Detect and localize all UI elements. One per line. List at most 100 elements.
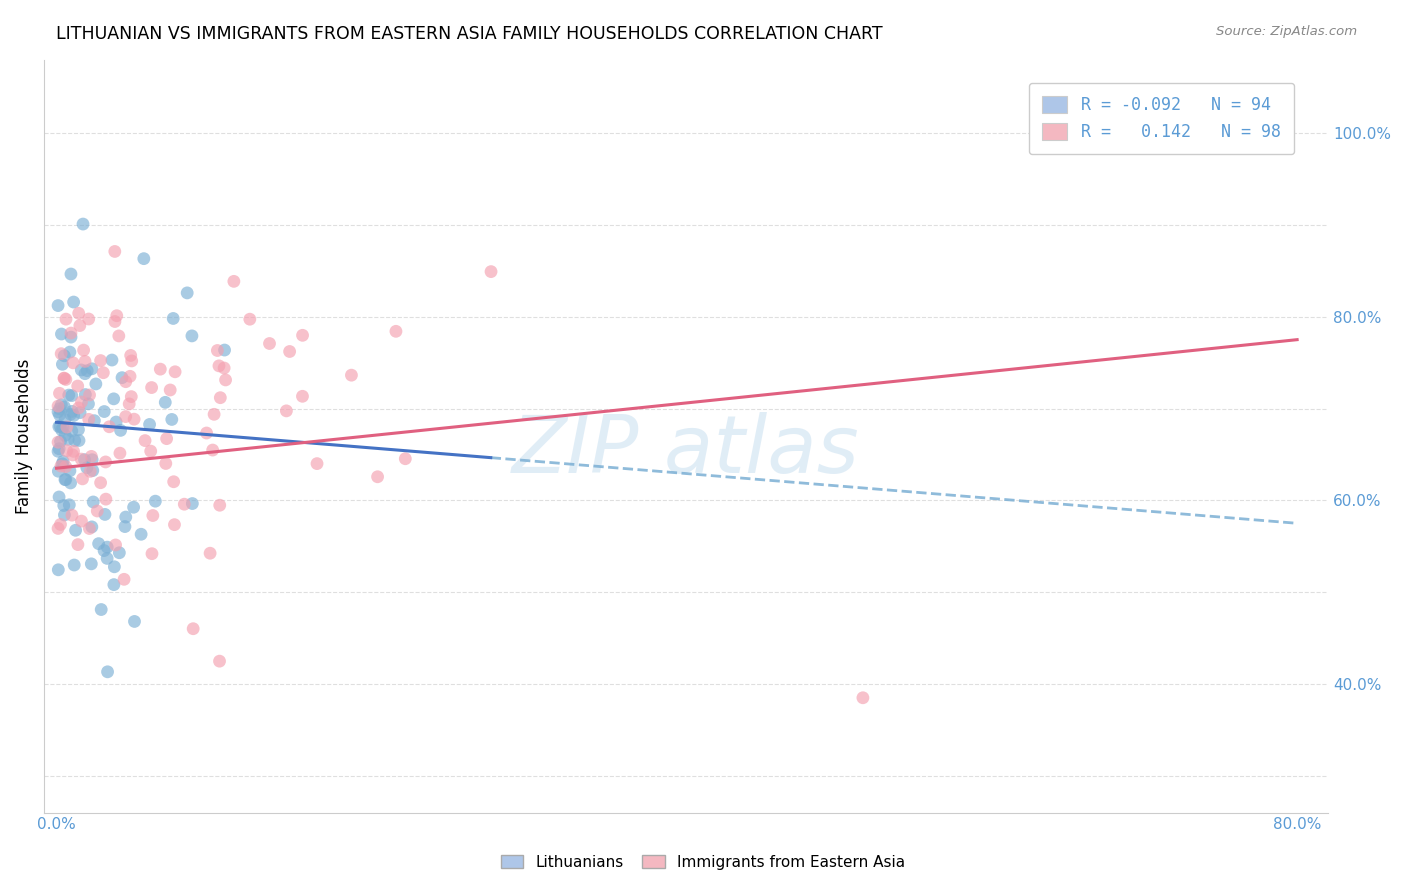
Point <box>73 452 96 467</box>
Point <box>479 265 502 279</box>
Text: Source: ZipAtlas.com: Source: ZipAtlas.com <box>1216 25 1357 38</box>
Point <box>46 444 69 458</box>
Point <box>51 398 73 412</box>
Point <box>110 423 132 437</box>
Point <box>76 460 98 475</box>
Point <box>1216 126 1239 140</box>
Point <box>79 522 101 536</box>
Point <box>208 359 231 373</box>
Point <box>62 409 84 423</box>
Point <box>51 326 73 341</box>
Point <box>58 498 80 512</box>
Point <box>79 388 101 402</box>
Point <box>70 395 93 409</box>
Point <box>93 543 115 558</box>
Point <box>46 299 69 313</box>
Point <box>62 444 84 458</box>
Point <box>46 563 69 577</box>
Point <box>63 434 86 448</box>
Point <box>49 517 72 532</box>
Point <box>195 425 218 440</box>
Point <box>852 690 875 705</box>
Point <box>55 372 77 386</box>
Text: LITHUANIAN VS IMMIGRANTS FROM EASTERN ASIA FAMILY HOUSEHOLDS CORRELATION CHART: LITHUANIAN VS IMMIGRANTS FROM EASTERN AS… <box>56 25 883 43</box>
Point <box>176 285 198 300</box>
Point <box>90 353 112 368</box>
Point <box>104 538 127 552</box>
Point <box>77 412 100 426</box>
Point <box>53 428 76 442</box>
Point <box>239 312 262 326</box>
Point <box>72 472 94 486</box>
Point <box>73 367 96 381</box>
Point <box>51 423 73 437</box>
Point <box>51 357 73 371</box>
Point <box>129 527 152 541</box>
Point <box>104 314 127 328</box>
Point <box>59 407 82 421</box>
Point <box>53 371 76 385</box>
Point <box>77 397 100 411</box>
Legend: Lithuanians, Immigrants from Eastern Asia: Lithuanians, Immigrants from Eastern Asi… <box>494 847 912 877</box>
Point <box>55 459 77 474</box>
Point <box>82 452 104 467</box>
Point <box>66 538 89 552</box>
Point <box>202 407 225 421</box>
Point <box>60 388 83 402</box>
Point <box>55 443 77 458</box>
Y-axis label: Family Households: Family Households <box>15 359 32 514</box>
Point <box>72 217 94 231</box>
Point <box>87 536 110 550</box>
Point <box>143 494 166 508</box>
Point <box>48 401 70 416</box>
Point <box>59 475 82 490</box>
Point <box>142 508 165 523</box>
Point <box>52 499 75 513</box>
Point <box>48 442 70 456</box>
Point <box>48 408 70 422</box>
Point <box>96 540 118 554</box>
Point <box>59 267 82 281</box>
Point <box>114 510 136 524</box>
Point <box>278 344 301 359</box>
Point <box>305 457 328 471</box>
Point <box>276 404 298 418</box>
Point <box>56 432 79 446</box>
Point <box>212 361 235 376</box>
Point <box>52 454 75 468</box>
Point <box>46 521 69 535</box>
Point <box>48 386 70 401</box>
Point <box>201 443 224 458</box>
Point <box>108 446 131 460</box>
Point <box>198 546 221 560</box>
Point <box>114 375 136 389</box>
Point <box>163 517 186 532</box>
Point <box>70 363 93 377</box>
Point <box>259 336 281 351</box>
Point <box>58 388 80 402</box>
Point <box>96 551 118 566</box>
Point <box>173 497 195 511</box>
Point <box>208 498 231 512</box>
Point <box>124 615 146 629</box>
Point <box>66 379 89 393</box>
Point <box>69 318 91 333</box>
Point <box>104 244 127 259</box>
Point <box>165 365 187 379</box>
Point <box>385 324 408 338</box>
Point <box>53 400 76 414</box>
Point <box>49 458 72 473</box>
Point <box>134 434 156 448</box>
Point <box>122 500 145 515</box>
Point <box>181 622 204 636</box>
Point <box>291 389 314 403</box>
Point <box>86 504 108 518</box>
Point <box>160 412 183 426</box>
Point <box>141 380 163 394</box>
Point <box>159 383 181 397</box>
Point <box>52 421 75 435</box>
Point <box>155 457 177 471</box>
Point <box>67 306 90 320</box>
Point <box>59 326 82 340</box>
Point <box>94 492 117 507</box>
